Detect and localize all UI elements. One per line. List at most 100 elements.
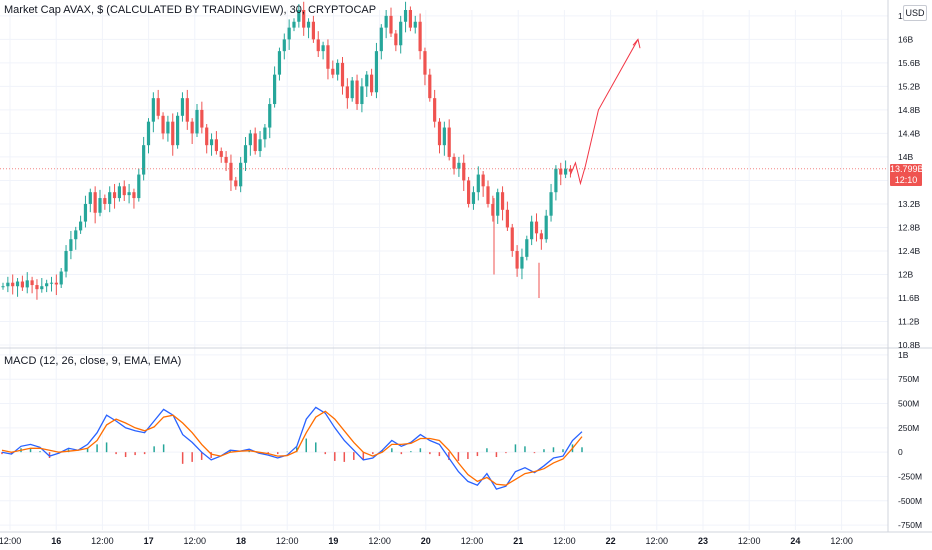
candle-body <box>539 233 543 240</box>
candle-body <box>35 285 39 290</box>
candle-body <box>79 221 83 231</box>
candle-body <box>437 121 442 146</box>
last-price-value: 13.799B <box>890 164 924 174</box>
candle-body <box>360 86 364 105</box>
price-tick-label: 15.6B <box>898 58 921 68</box>
projection-arrowhead <box>632 38 641 49</box>
price-tick-label: 13.2B <box>898 199 921 209</box>
candle-body <box>30 280 34 286</box>
candle-body <box>15 281 20 287</box>
candle-body <box>452 156 456 169</box>
price-tick-label: 16B <box>898 34 913 44</box>
price-tick-label: 12B <box>898 269 913 279</box>
candle-body <box>554 168 558 193</box>
candle-body <box>340 62 345 87</box>
macd-tick-label: 250M <box>898 423 919 433</box>
candle-body <box>122 186 126 196</box>
x-tick-label: 12:00 <box>368 536 391 546</box>
candle-body <box>525 239 529 257</box>
candle-body <box>530 221 534 240</box>
signal-line <box>1 410 583 486</box>
macd-line <box>1 406 583 490</box>
x-tick-label: 22 <box>606 536 616 546</box>
candle-body <box>277 51 282 75</box>
x-tick-label: 24 <box>790 536 800 546</box>
candle-body <box>462 162 466 181</box>
candle-body <box>103 198 107 204</box>
candle-body <box>491 203 495 216</box>
candle-body <box>190 121 194 134</box>
candle-body <box>442 127 446 146</box>
candle-body <box>258 139 262 152</box>
candle-body <box>564 168 568 175</box>
candle-body <box>549 192 553 216</box>
candle-body <box>151 98 155 122</box>
candle-body <box>20 281 24 288</box>
x-tick-label: 12:00 <box>461 536 484 546</box>
candle-body <box>146 121 151 146</box>
candle-body <box>408 10 412 28</box>
candle-body <box>379 27 383 52</box>
candle-body <box>6 282 10 287</box>
candle-body <box>117 186 121 199</box>
macd-tick-label: 750M <box>898 374 919 384</box>
candle-body <box>224 156 228 163</box>
candle-body <box>88 192 92 204</box>
candle-body <box>239 162 243 187</box>
candle-body <box>282 39 286 52</box>
candle-body <box>374 51 379 93</box>
x-tick-label: 19 <box>328 536 338 546</box>
macd-tick-label: 0 <box>898 447 903 457</box>
candle-body <box>336 62 340 75</box>
x-tick-label: 12:00 <box>553 536 576 546</box>
candle-body <box>515 250 519 269</box>
macd-tick-label: -250M <box>898 471 922 481</box>
x-tick-label: 12:00 <box>276 536 299 546</box>
candle-body <box>127 192 131 196</box>
x-tick-label: 18 <box>236 536 246 546</box>
candle-body <box>559 168 563 175</box>
candle-body <box>234 180 238 187</box>
candle-body <box>273 74 277 105</box>
candle-body <box>413 21 417 28</box>
chart-title: Market Cap AVAX, $ (CALCULATED BY TRADIN… <box>4 4 377 16</box>
price-tick-label: 10.8B <box>898 340 921 350</box>
candle-body <box>297 10 301 22</box>
candle-body <box>93 192 97 213</box>
x-tick-label: 12:00 <box>646 536 669 546</box>
x-tick-label: 12:00 <box>0 536 21 546</box>
candle-body <box>243 145 248 163</box>
currency-button[interactable]: USD <box>903 5 927 21</box>
macd-title: MACD (12, 26, close, 9, EMA, EMA) <box>4 355 182 367</box>
candle-body <box>534 221 539 234</box>
candle-body <box>229 162 233 181</box>
candle-body <box>399 21 403 46</box>
candle-body <box>302 10 306 28</box>
price-tick-label: 14.4B <box>898 128 921 138</box>
candle-body <box>418 21 422 52</box>
price-tick-label: 14B <box>898 152 913 162</box>
candle-body <box>69 239 73 251</box>
candle-body <box>49 282 54 284</box>
candle-body <box>520 256 524 269</box>
candle-body <box>1 286 5 288</box>
candle-body <box>423 51 427 75</box>
candle-body <box>568 168 573 172</box>
x-tick-label: 12:00 <box>91 536 114 546</box>
candle-body <box>433 98 437 122</box>
candle-body <box>268 104 272 128</box>
candle-body <box>457 162 461 169</box>
last-price-tag: 13.799B 12:10 <box>890 164 924 186</box>
candle-body <box>394 33 398 46</box>
x-tick-label: 17 <box>144 536 154 546</box>
candle-body <box>481 174 485 187</box>
candle-body <box>544 215 548 240</box>
x-tick-label: 12:00 <box>184 536 207 546</box>
candle-body <box>214 139 218 152</box>
candle-body <box>195 109 199 134</box>
candle-body <box>510 227 514 251</box>
macd-tick-label: -750M <box>898 520 922 530</box>
candle-body <box>166 121 170 134</box>
candle-body <box>403 10 408 22</box>
